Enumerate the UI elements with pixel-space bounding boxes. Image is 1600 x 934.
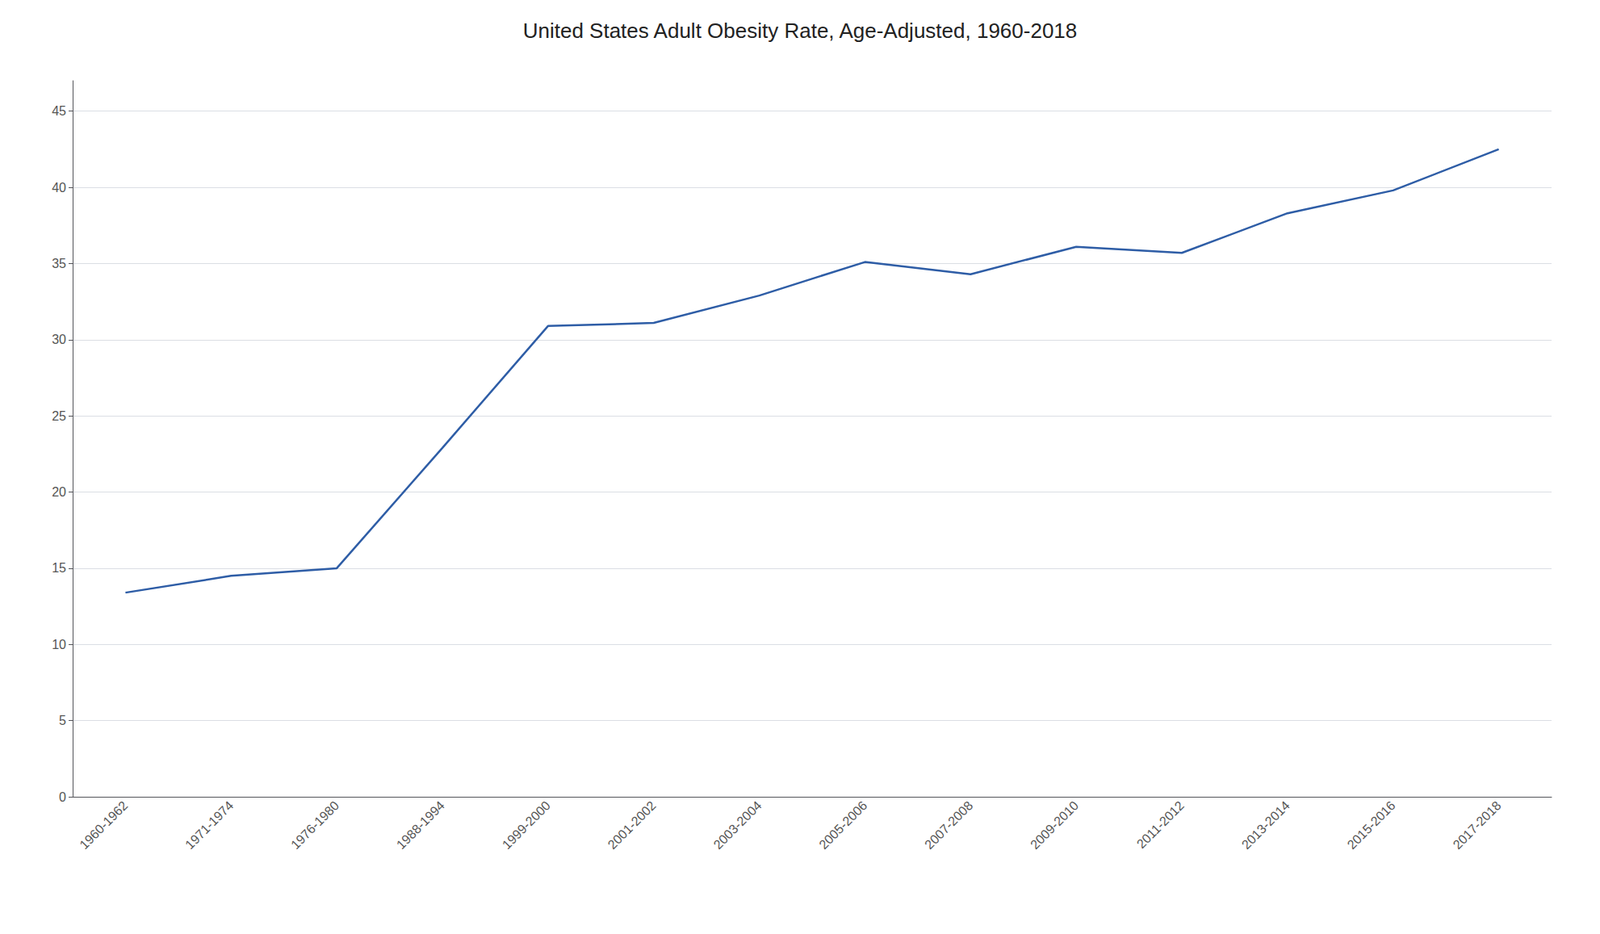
svg-text:35: 35 [51,256,67,271]
svg-text:2015-2016: 2015-2016 [1344,798,1399,852]
svg-text:10: 10 [51,637,67,652]
svg-text:2007-2008: 2007-2008 [921,798,976,852]
svg-text:40: 40 [51,180,67,195]
svg-text:2013-2014: 2013-2014 [1239,798,1293,852]
svg-text:United States Adult Obesity Ra: United States Adult Obesity Rate, Age-Ad… [523,18,1078,43]
svg-text:2005-2006: 2005-2006 [816,798,870,852]
svg-text:5: 5 [58,713,67,728]
svg-text:2009-2010: 2009-2010 [1027,798,1081,852]
svg-text:25: 25 [51,409,67,424]
svg-text:45: 45 [51,104,67,118]
svg-text:20: 20 [51,485,67,499]
svg-text:1971-1974: 1971-1974 [182,798,236,852]
svg-text:30: 30 [51,332,67,347]
svg-text:1960-1962: 1960-1962 [76,798,130,852]
svg-text:2011-2012: 2011-2012 [1134,798,1187,851]
svg-text:1999-2000: 1999-2000 [499,798,553,852]
svg-text:2003-2004: 2003-2004 [711,798,765,852]
svg-text:1976-1980: 1976-1980 [288,798,342,852]
svg-text:2001-2002: 2001-2002 [605,798,659,852]
svg-text:0: 0 [58,790,67,805]
svg-text:1988-1994: 1988-1994 [393,798,448,852]
svg-text:15: 15 [51,561,67,575]
svg-text:2017-2018: 2017-2018 [1450,798,1504,852]
